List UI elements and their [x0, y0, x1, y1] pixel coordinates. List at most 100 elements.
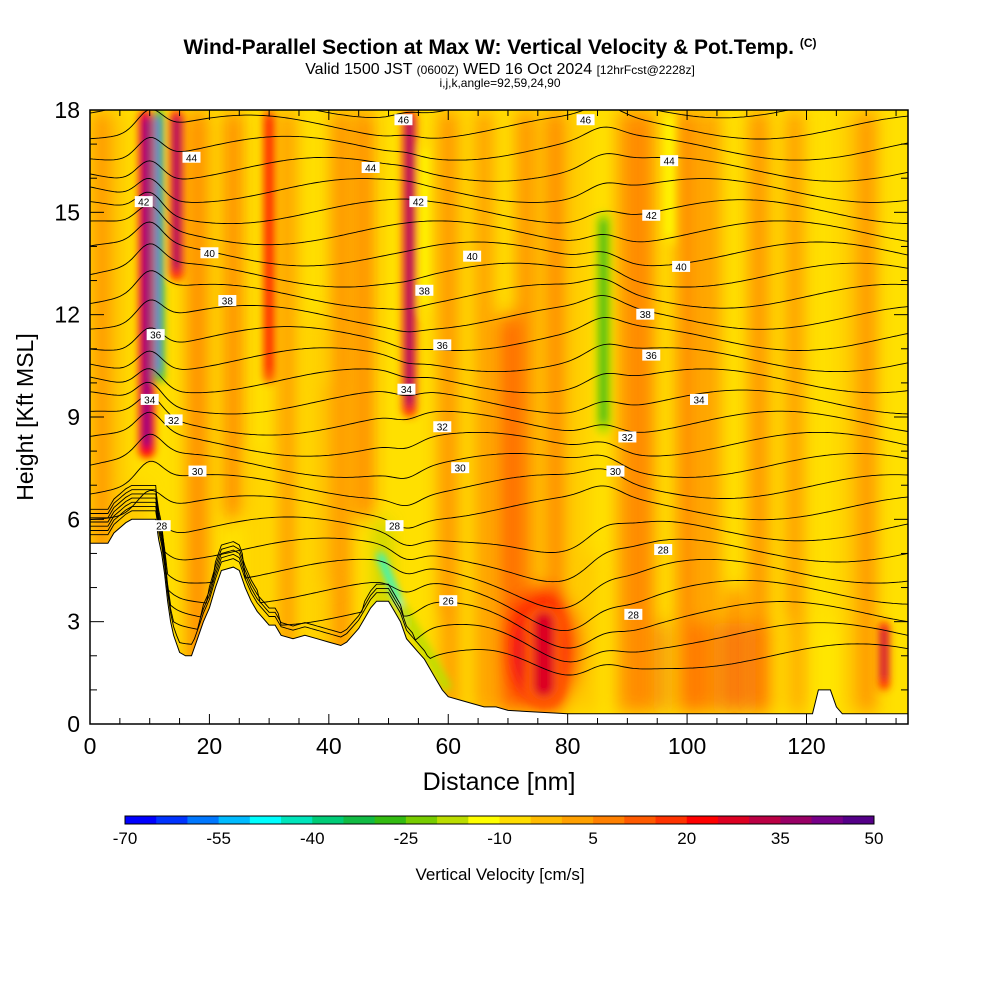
utc-time: (0600Z): [416, 63, 459, 77]
velocity-streak: [704, 110, 717, 714]
y-tick-label: 12: [54, 302, 80, 328]
contour-label: 40: [672, 260, 691, 273]
isentrope: [90, 270, 908, 310]
contour-label-text: 44: [365, 163, 377, 174]
contour-label-bg: [624, 608, 643, 620]
velocity-streak: [227, 110, 240, 520]
contour-label-text: 36: [646, 351, 658, 362]
contour-label-bg: [164, 414, 183, 426]
contour-label: 38: [636, 308, 655, 321]
colorbar-swatch: [624, 816, 657, 824]
plot-area: 46 46 44 44 44 42 42 42 40 40 40 38 38 38 36 36 36 34 34 34…: [90, 15, 908, 724]
isentrope: [90, 343, 908, 373]
contour-label-text: 26: [443, 597, 455, 608]
forecast-info: [12hrFcst@2228z]: [596, 63, 695, 77]
contour-label-bg: [218, 295, 237, 307]
copyright-mark: (C): [799, 36, 817, 50]
contour-label: 30: [188, 465, 207, 478]
contour-label-bg: [606, 465, 625, 477]
colorbar-swatch: [125, 816, 157, 824]
section-params: i,j,k,angle=92,59,24,90: [439, 76, 561, 90]
contour-label-text: 38: [419, 286, 431, 297]
contour-label-bg: [385, 520, 404, 532]
velocity-streak: [499, 314, 517, 714]
contour-label-bg: [433, 421, 452, 433]
contour-label-bg: [636, 308, 655, 320]
colorbar-tick-label: 5: [588, 829, 597, 848]
velocity-streak: [858, 110, 874, 714]
chart-title: Wind-Parallel Section at Max W: Vertical…: [183, 36, 817, 59]
contour-label-text: 30: [610, 467, 622, 478]
velocity-band-core: [666, 116, 673, 237]
contour-label: 34: [690, 393, 709, 406]
contour-label-text: 30: [192, 467, 204, 478]
velocity-streak: [779, 621, 787, 714]
contour-label-text: 32: [622, 433, 634, 444]
contour-label: 32: [164, 414, 183, 427]
contour-label: 34: [397, 383, 416, 396]
velocity-band-core: [156, 116, 162, 373]
contour-label: 30: [606, 465, 625, 478]
contour-label: 38: [218, 295, 237, 308]
contour-label: 44: [660, 155, 679, 168]
isentrope: [90, 153, 908, 182]
contour-label-bg: [415, 284, 434, 296]
contour-label-bg: [134, 196, 153, 208]
velocity-streak: [358, 110, 371, 520]
colorbar: -70 -55 -40 -25 -10 5 20 35 50: [113, 815, 883, 848]
colorbar-swatch: [655, 816, 688, 824]
contour-label: 30: [451, 462, 470, 475]
isentrope: [90, 501, 908, 649]
velocity-band-core: [405, 116, 414, 407]
contour-label-bg: [642, 349, 661, 361]
colorbar-swatch: [468, 816, 500, 824]
contour-label-text: 28: [628, 610, 640, 621]
colorbar-label: Vertical Velocity [cm/s]: [415, 865, 584, 884]
contour-label-text: 32: [168, 416, 180, 427]
colorbar-swatch: [374, 816, 407, 824]
contour-label-text: 32: [437, 423, 449, 434]
isentrope: [90, 506, 908, 663]
velocity-streak: [440, 110, 456, 714]
isentrope: [90, 485, 908, 529]
contour-label-text: 28: [156, 522, 168, 533]
contour-label: 42: [409, 196, 428, 209]
isentrope: [90, 243, 908, 288]
isentrope: [90, 126, 908, 161]
contour-label-text: 46: [398, 116, 410, 127]
contour-label-bg: [660, 155, 679, 167]
colorbar-swatch: [749, 816, 781, 824]
contour-label-bg: [690, 393, 709, 405]
contour-label-text: 42: [413, 198, 425, 209]
velocity-streak: [619, 110, 635, 714]
contour-label-bg: [672, 260, 691, 272]
x-tick-label: 20: [197, 733, 223, 759]
isentrope: [90, 395, 908, 436]
x-axis: 0 20 40 60 80 100 120: [84, 110, 897, 759]
y-tick-label: 15: [54, 199, 80, 225]
contour-label: 46: [394, 114, 413, 127]
contour-label-bg: [642, 209, 661, 221]
isentrope: [90, 110, 791, 119]
contour-label-bg: [397, 383, 416, 395]
colorbar-swatch: [811, 816, 844, 824]
contour-label-bg: [439, 595, 458, 607]
colorbar-swatch: [842, 816, 875, 824]
isentrope: [90, 489, 908, 583]
isentrope: [90, 221, 908, 267]
contour-label: 32: [618, 431, 637, 444]
velocity-streak: [660, 621, 667, 714]
velocity-streak: [333, 110, 349, 714]
isentrope: [90, 53, 908, 96]
x-tick-label: 100: [668, 733, 706, 759]
isentrope: [90, 15, 908, 54]
isentrope: [90, 191, 908, 225]
isentrope: [90, 32, 908, 76]
x-tick-label: 60: [435, 733, 461, 759]
colorbar-tick-label: -10: [487, 829, 512, 848]
velocity-streak: [743, 621, 750, 714]
contour-label-bg: [146, 329, 165, 341]
colorbar-swatch: [405, 816, 438, 824]
